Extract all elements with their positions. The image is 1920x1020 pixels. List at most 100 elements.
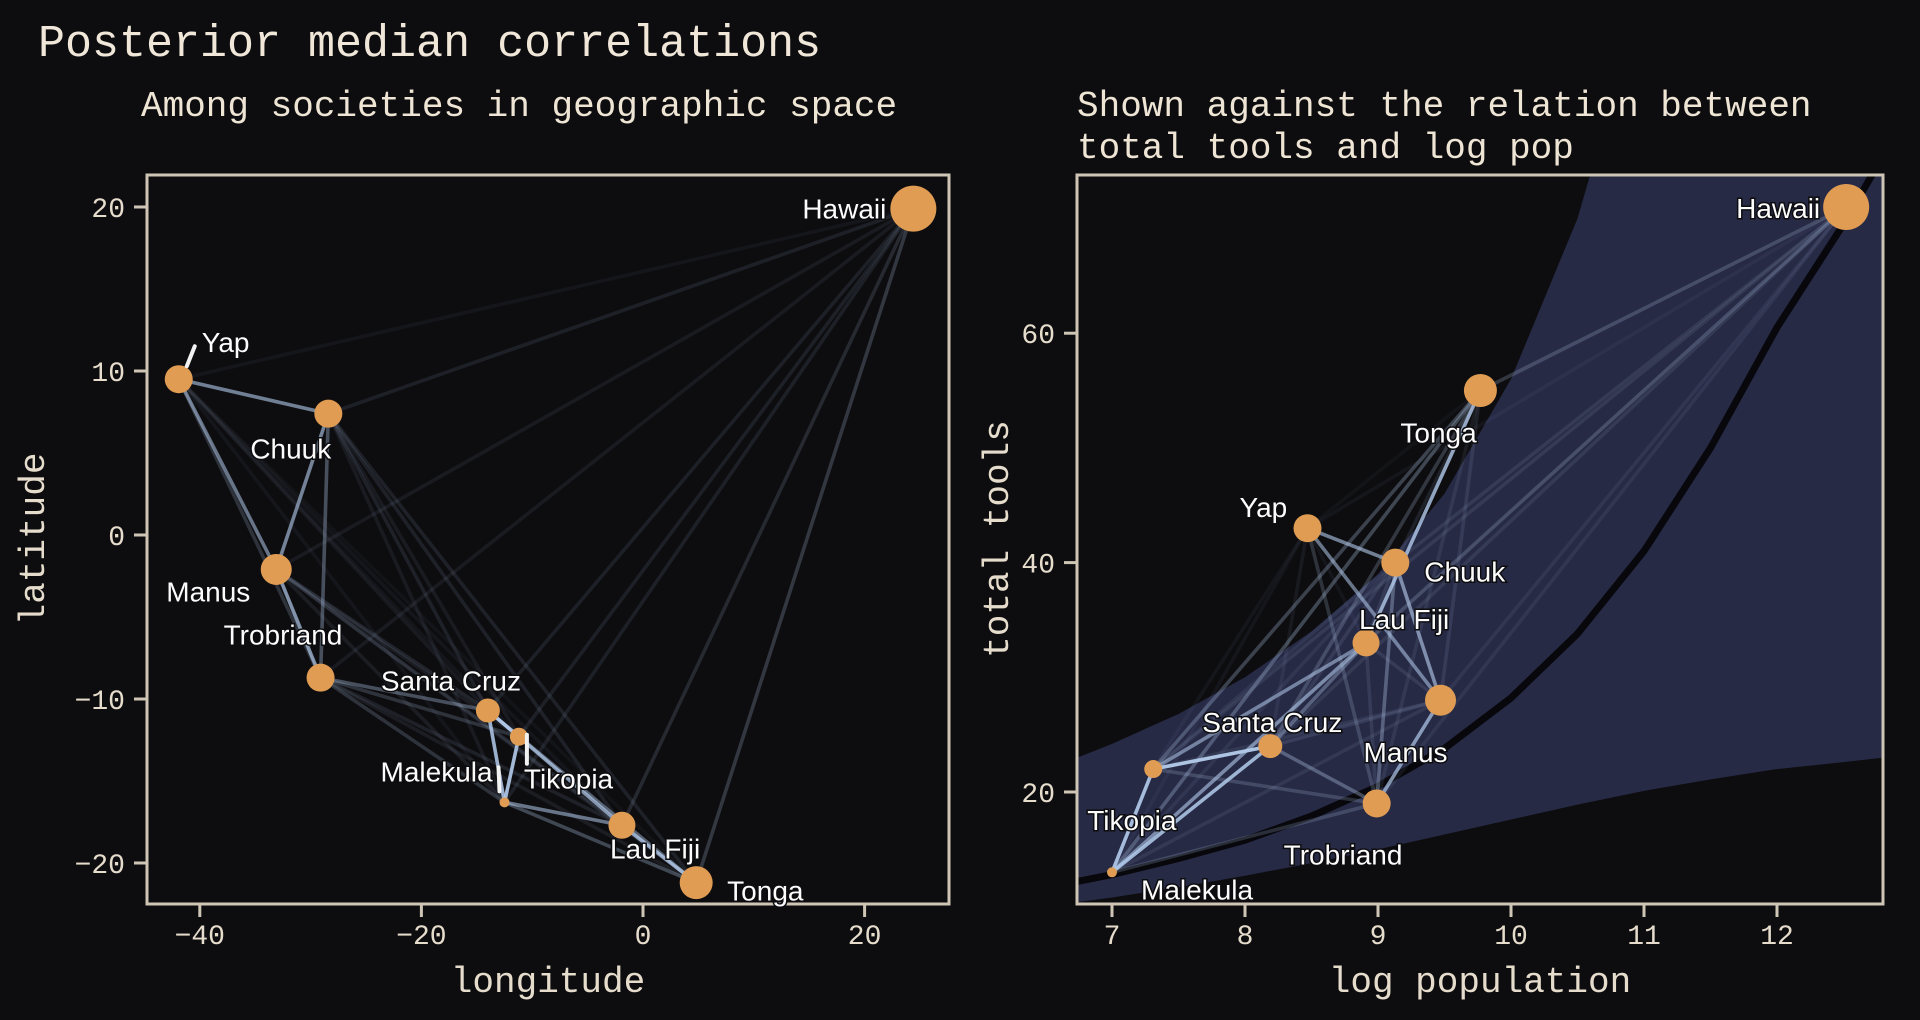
label-tools-Hawaii: Hawaii xyxy=(1736,193,1820,224)
point-Manus xyxy=(260,553,292,585)
point-Santa Cruz xyxy=(475,698,500,723)
label-Tikopia: Tikopia xyxy=(524,764,614,795)
corr-line-tools-Yap-Manus xyxy=(1306,527,1442,702)
x-tick-label: 12 xyxy=(1760,922,1794,953)
corr-line-tools-Chuuk-Hawaii xyxy=(1394,205,1848,565)
right-panel-ticks: 7 8 9 10 11 12 60 40 20 xyxy=(1021,321,1793,953)
corr-line-Yap-Chuuk xyxy=(178,377,329,416)
label-Trobriand: Trobriand xyxy=(224,620,343,651)
point-tools-Hawaii xyxy=(1823,184,1870,231)
label-tools-Tonga: Tonga xyxy=(1400,418,1477,449)
point-Yap xyxy=(164,365,193,394)
corr-line-tools-Lau Fiji-Hawaii xyxy=(1364,205,1848,645)
corr-line-Chuuk-Hawaii xyxy=(327,206,914,416)
corr-line-tools-Tonga-Hawaii xyxy=(1479,205,1847,393)
corr-line-Chuuk-Manus xyxy=(274,413,331,571)
corr-line-tools-Tikopia-Trobriand xyxy=(1152,767,1377,806)
corr-line-tools-Chuuk-Tonga xyxy=(1393,389,1483,564)
corr-line-Yap-Trobriand xyxy=(177,378,323,679)
corr-line-Malekula-Trobriand xyxy=(319,676,506,804)
corr-line-tools-Malekula-Santa Cruz xyxy=(1110,744,1272,874)
corr-line-Malekula-Santa Cruz xyxy=(486,710,507,803)
corr-line-tools-Malekula-Manus xyxy=(1111,698,1442,874)
label-Manus: Manus xyxy=(166,576,250,607)
y-tick-label: 0 xyxy=(108,523,125,554)
corr-line-tools-Santa Cruz-Tonga xyxy=(1268,389,1482,748)
corr-line-tools-Trobriand-Manus xyxy=(1375,699,1443,805)
corr-line-Tikopia-Yap xyxy=(177,377,521,738)
point-tools-Manus xyxy=(1425,684,1457,716)
right-xaxis-label: log population xyxy=(1329,962,1631,1003)
corr-line-tools-Yap-Hawaii xyxy=(1306,205,1848,530)
corr-line-tools-Trobriand-Chuuk xyxy=(1374,562,1398,804)
corr-line-tools-Tikopia-Santa Cruz xyxy=(1152,744,1271,771)
point-tools-Trobriand xyxy=(1362,789,1391,818)
label-tools-Tikopia: Tikopia xyxy=(1087,805,1177,836)
corr-line-tools-Yap-Lau Fiji xyxy=(1305,527,1368,644)
corr-line-Malekula-Lau Fiji xyxy=(504,800,623,828)
corr-line-tools-Lau Fiji-Tonga xyxy=(1364,389,1483,644)
corr-line-Santa Cruz-Hawaii xyxy=(486,207,915,712)
x-tick-label: 11 xyxy=(1627,922,1661,953)
point-Malekula xyxy=(499,797,510,808)
corr-line-Malekula-Tikopia xyxy=(502,736,521,803)
x-tick-label: −20 xyxy=(396,922,446,953)
y-tick-label: −10 xyxy=(75,687,125,718)
y-tick-label: 20 xyxy=(1021,780,1055,811)
trend-median-curve xyxy=(1077,175,1877,885)
right-yaxis-label: total tools xyxy=(978,420,1019,658)
point-Lau Fiji xyxy=(608,811,636,839)
corr-line-Manus-Hawaii xyxy=(275,207,915,572)
corr-line-Lau Fiji-Chuuk xyxy=(326,412,624,827)
x-tick-label: 9 xyxy=(1370,922,1387,953)
page-title: Posterior median correlations xyxy=(38,19,821,70)
point-tools-Santa Cruz xyxy=(1258,734,1283,759)
label-Santa Cruz: Santa Cruz xyxy=(381,665,521,696)
point-tools-Tikopia xyxy=(1144,760,1163,779)
geo-correlation-lines xyxy=(177,206,916,885)
left-panel-ticks: −40 −20 0 20 20 10 0 −10 −20 xyxy=(75,195,882,953)
right-panel-frame xyxy=(1075,173,1885,906)
corr-line-tools-Malekula-Chuuk xyxy=(1110,561,1397,874)
corr-line-tools-Lau Fiji-Manus xyxy=(1364,641,1442,702)
corr-line-Trobriand-Manus xyxy=(274,568,323,679)
geo-points xyxy=(164,185,937,900)
right-panel-subtitle-line1: Shown against the relation between xyxy=(1077,86,1812,127)
corr-line-Malekula-Yap xyxy=(177,378,506,804)
corr-line-Tikopia-Trobriand xyxy=(320,675,520,739)
corr-line-Chuuk-Tonga xyxy=(326,412,698,884)
corr-line-tools-Tikopia-Hawaii xyxy=(1152,205,1848,771)
corr-line-Santa Cruz-Yap xyxy=(177,377,490,712)
point-tools-Yap xyxy=(1293,514,1322,543)
corr-line-Trobriand-Tonga xyxy=(319,676,698,885)
left-panel-frame xyxy=(145,173,951,906)
corr-line-tools-Lau Fiji-Trobriand xyxy=(1364,642,1379,804)
corr-line-Santa Cruz-Chuuk xyxy=(326,412,490,712)
corr-line-tools-Malekula-Lau Fiji xyxy=(1110,641,1368,874)
pointer-Malekula xyxy=(496,765,502,794)
corr-line-tools-Malekula-Yap xyxy=(1110,527,1310,874)
label-Tonga: Tonga xyxy=(727,876,804,907)
corr-line-tools-Malekula-Trobriand xyxy=(1111,801,1378,875)
corr-line-tools-Santa Cruz-Chuuk xyxy=(1268,561,1397,748)
corr-line-tools-Manus-Tonga xyxy=(1438,390,1483,701)
corr-line-Lau Fiji-Manus xyxy=(275,567,624,827)
corr-line-Tikopia-Chuuk xyxy=(326,412,521,738)
left-xaxis-label: longitude xyxy=(451,962,645,1003)
point-Tonga xyxy=(679,866,713,900)
corr-line-tools-Tikopia-Chuuk xyxy=(1152,561,1397,771)
x-tick-label: −40 xyxy=(175,922,225,953)
corr-line-Yap-Manus xyxy=(177,378,278,571)
point-tools-Tonga xyxy=(1463,374,1497,408)
label-Yap: Yap xyxy=(202,327,250,358)
y-tick-label: 20 xyxy=(91,195,125,226)
corr-line-tools-Santa Cruz-Yap xyxy=(1268,527,1310,747)
point-Chuuk xyxy=(314,399,343,428)
label-Chuuk: Chuuk xyxy=(250,434,332,465)
corr-line-Lau Fiji-Hawaii xyxy=(620,207,915,827)
label-Lau Fiji: Lau Fiji xyxy=(610,833,700,864)
corr-line-tools-Tikopia-Yap xyxy=(1151,527,1310,771)
corr-line-Santa Cruz-Manus xyxy=(275,567,489,712)
point-Trobriand xyxy=(306,663,335,692)
